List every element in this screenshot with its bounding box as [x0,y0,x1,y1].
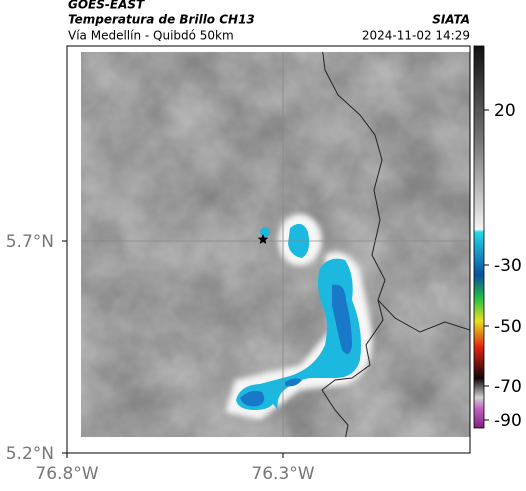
product-title: Temperatura de Brillo CH13 [68,13,255,27]
route-label: Vía Medellín - Quibdó 50km [68,29,234,43]
lat-tick-label: 5.7°N [6,232,54,252]
colorbar-tick-label: -30 [494,256,522,276]
colorbar-tick-label: -70 [494,377,522,397]
timestamp: 2024-11-02 14:29 [362,29,470,43]
colorbar-tick-label: 20 [494,101,516,121]
lon-tick-label: 76.8°W [35,464,98,484]
map-frame [66,45,471,454]
colorbar-tick-label: -90 [494,411,522,431]
lon-tick-label: 76.3°W [251,464,314,484]
satellite-title: GOES-EAST [68,0,145,12]
location-star [257,234,269,244]
colorbar [473,45,485,429]
source-label: SIATA [432,13,470,27]
lat-tick-label: 5.2°N [6,444,54,464]
satellite-image [81,52,470,437]
colorbar-tick-label: -50 [494,317,522,337]
